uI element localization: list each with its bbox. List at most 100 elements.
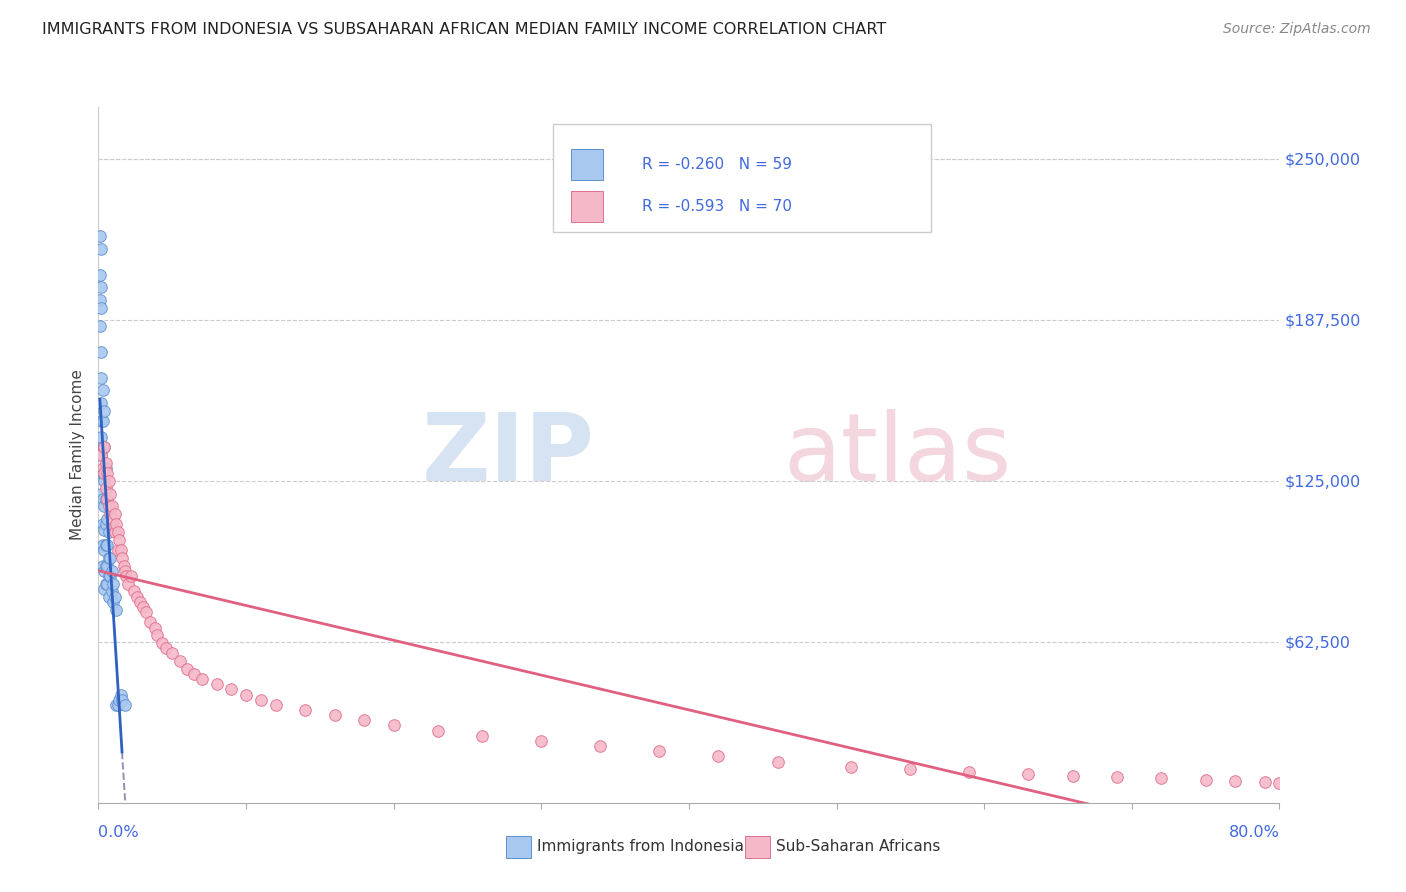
Point	[90, 301, 112, 315]
Point	[1195, 772, 1218, 787]
Point	[89, 268, 111, 282]
Point	[122, 584, 145, 599]
Point	[98, 486, 121, 500]
Point	[107, 543, 129, 558]
Point	[766, 755, 789, 769]
Point	[427, 723, 450, 738]
Text: 0.0%: 0.0%	[98, 825, 139, 840]
Point	[132, 599, 155, 614]
Point	[1062, 769, 1084, 783]
Y-axis label: Median Family Income: Median Family Income	[70, 369, 86, 541]
Point	[108, 692, 131, 706]
Point	[96, 512, 118, 526]
Point	[90, 280, 112, 294]
Point	[100, 584, 122, 599]
Point	[1254, 775, 1277, 789]
Point	[90, 448, 112, 462]
Point	[323, 708, 346, 723]
Text: Source: ZipAtlas.com: Source: ZipAtlas.com	[1223, 22, 1371, 37]
Point	[471, 729, 494, 743]
Point	[139, 615, 162, 630]
Point	[111, 551, 134, 566]
Point	[98, 551, 121, 566]
Point	[103, 576, 125, 591]
Point	[91, 384, 114, 398]
Point	[91, 517, 114, 532]
Point	[97, 500, 120, 514]
Point	[94, 482, 117, 496]
Point	[648, 744, 671, 758]
Point	[707, 749, 730, 764]
Point	[89, 319, 111, 334]
Point	[90, 448, 112, 462]
Point	[90, 414, 112, 428]
Point	[107, 525, 129, 540]
Point	[143, 621, 166, 635]
Text: R = -0.260   N = 59: R = -0.260 N = 59	[641, 157, 792, 172]
Point	[104, 507, 127, 521]
Point	[97, 474, 120, 488]
Point	[104, 525, 127, 540]
Point	[235, 688, 257, 702]
Point	[91, 558, 114, 573]
Point	[93, 404, 115, 418]
Point	[117, 576, 139, 591]
Point	[90, 344, 112, 359]
Point	[205, 677, 228, 691]
Point	[94, 460, 117, 475]
Point	[353, 714, 375, 728]
Point	[90, 486, 112, 500]
Point	[110, 543, 132, 558]
Point	[900, 762, 922, 776]
Point	[176, 662, 198, 676]
Point	[1105, 770, 1128, 784]
Point	[90, 242, 112, 256]
Point	[128, 595, 150, 609]
Point	[97, 551, 120, 566]
Point	[120, 569, 142, 583]
Point	[91, 538, 114, 552]
Text: R = -0.593   N = 70: R = -0.593 N = 70	[641, 199, 792, 214]
Point	[94, 456, 117, 470]
Point	[90, 430, 112, 444]
Point	[93, 474, 115, 488]
Point	[125, 590, 148, 604]
Point	[107, 698, 129, 712]
Point	[90, 396, 112, 410]
Point	[105, 698, 128, 712]
Point	[250, 692, 273, 706]
FancyBboxPatch shape	[571, 191, 603, 222]
Point	[93, 466, 115, 480]
Point	[1268, 776, 1291, 790]
Point	[294, 703, 316, 717]
Point	[111, 692, 134, 706]
Point	[1150, 772, 1173, 786]
Point	[103, 512, 125, 526]
Text: Sub-Saharan Africans: Sub-Saharan Africans	[776, 839, 941, 855]
Point	[96, 576, 118, 591]
Text: 80.0%: 80.0%	[1229, 825, 1279, 840]
Point	[110, 688, 132, 702]
Point	[93, 543, 115, 558]
Point	[97, 569, 120, 583]
Point	[91, 440, 114, 454]
Point	[183, 667, 205, 681]
Point	[97, 590, 120, 604]
Point	[382, 718, 405, 732]
Point	[91, 414, 114, 428]
Point	[146, 628, 169, 642]
Point	[219, 682, 242, 697]
Point	[841, 760, 863, 774]
Point	[89, 228, 111, 243]
Text: ZIP: ZIP	[422, 409, 595, 501]
Point	[90, 370, 112, 384]
Point	[90, 466, 112, 480]
Point	[114, 564, 136, 578]
Point	[93, 582, 115, 596]
Point	[93, 500, 115, 514]
Point	[1223, 773, 1246, 788]
Point	[150, 636, 173, 650]
Point	[94, 558, 117, 573]
Point	[94, 491, 117, 506]
Point	[93, 440, 115, 454]
